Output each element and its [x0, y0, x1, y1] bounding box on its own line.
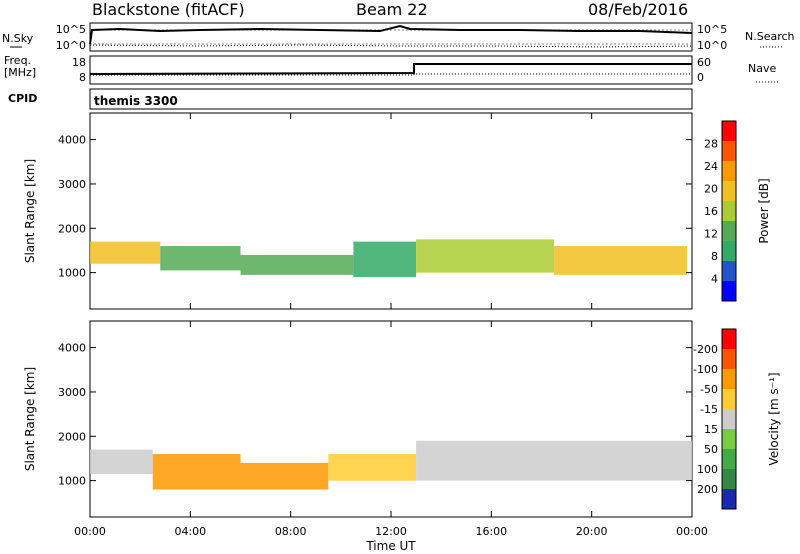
- y-tick-label: 1000: [58, 267, 86, 280]
- colorbar-segment: [722, 121, 736, 141]
- y-tick-label: 4000: [58, 134, 86, 147]
- y-tick-label: 2000: [58, 430, 86, 443]
- power-colorbar-label: Power [dB]: [757, 178, 771, 243]
- colorbar-tick-label: 200: [697, 483, 718, 496]
- colorbar-tick-label: -50: [700, 383, 718, 396]
- data-band: [240, 462, 329, 490]
- date-title: 08/Feb/2016: [588, 0, 688, 19]
- freq-label-2: [MHz]: [4, 66, 36, 79]
- data-band: [240, 254, 354, 275]
- freq-left-tick-top: 18: [72, 56, 86, 69]
- colorbar-segment: [722, 489, 736, 509]
- cpid-strip: CPID themis 3300: [8, 88, 693, 110]
- power-bands: [90, 239, 687, 278]
- colorbar-tick-label: 100: [697, 463, 718, 476]
- colorbar-segment: [722, 201, 736, 221]
- nave-label: Nave: [748, 62, 776, 75]
- colorbar-tick-label: -15: [700, 403, 718, 416]
- data-band: [152, 454, 241, 490]
- noise-left-tick-top: 10^5: [56, 23, 86, 36]
- data-band: [90, 449, 153, 474]
- nsky-line: [89, 24, 693, 45]
- data-band: [160, 246, 241, 271]
- colorbar-tick-label: 4: [711, 273, 718, 286]
- colorbar-segment: [722, 369, 736, 389]
- colorbar-tick-label: -200: [693, 343, 718, 356]
- power-ylabel: Slant Range [km]: [23, 159, 37, 263]
- noise-right-tick-top: 10^5: [697, 23, 727, 36]
- velocity-colorbar: 200 100 50 15 -15 -50 -100 -200 Velocity [m s⁻¹…: [693, 328, 781, 510]
- velocity-colorbar-label: Velocity [m s⁻¹]: [767, 372, 781, 465]
- freq-line: [89, 63, 692, 75]
- freq-strip: Freq. [MHz] Nave 18 8 60 0: [4, 54, 780, 85]
- nave-right-tick-top: 60: [697, 56, 711, 69]
- colorbar-tick-label: 16: [704, 205, 718, 218]
- nsearch-label: N.Search: [745, 30, 795, 43]
- data-band: [90, 241, 161, 264]
- x-tick-label: 16:00: [475, 525, 507, 538]
- x-tick-label: 04:00: [174, 525, 206, 538]
- x-tick-label: 20:00: [576, 525, 608, 538]
- colorbar-segment: [722, 469, 736, 489]
- colorbar-segment: [722, 329, 736, 349]
- velocity-panel: 1000 2000 3000 4000 00:00 04:00 08:00 12:00 16:…: [23, 320, 708, 553]
- colorbar-segment: [722, 221, 736, 241]
- colorbar-tick-label: 28: [704, 138, 718, 151]
- y-tick-label: 1000: [58, 475, 86, 488]
- x-tick-label: 08:00: [275, 525, 307, 538]
- data-band: [353, 241, 417, 278]
- nave-right-tick-bottom: 0: [697, 71, 704, 84]
- power-colorbar: 4 8 12 16 20 24 28 Power [dB]: [704, 120, 771, 302]
- data-band: [554, 246, 687, 275]
- noise-left-tick-bottom: 10^0: [56, 39, 86, 52]
- colorbar-tick-label: 20: [704, 183, 718, 196]
- nsky-label: N.Sky: [2, 32, 34, 45]
- noise-strip: N.Sky N.Search 10^5 10^0 10^5 10^0: [2, 22, 795, 52]
- colorbar-tick-label: 24: [704, 160, 718, 173]
- colorbar-segment: [722, 389, 736, 409]
- colorbar-tick-label: -100: [693, 363, 718, 376]
- data-band: [416, 239, 555, 273]
- colorbar-segment: [722, 181, 736, 201]
- x-tick-label: 00:00: [676, 525, 708, 538]
- colorbar-segment: [722, 409, 736, 429]
- freq-left-tick-bottom: 8: [79, 71, 86, 84]
- colorbar-segment: [722, 241, 736, 261]
- y-tick-label: 3000: [58, 386, 86, 399]
- y-tick-label: 2000: [58, 222, 86, 235]
- colorbar-segment: [722, 161, 736, 181]
- power-panel: 1000 2000 3000 4000 Slant Range [km]: [23, 112, 693, 310]
- cpid-label: CPID: [8, 92, 37, 105]
- data-band: [416, 440, 692, 481]
- colorbar-tick-label: 50: [704, 443, 718, 456]
- colorbar-segment: [722, 281, 736, 301]
- colorbar-segment: [722, 349, 736, 369]
- colorbar-segment: [722, 449, 736, 469]
- nave-line: [90, 73, 692, 76]
- colorbar-segment: [722, 429, 736, 449]
- velocity-bands: [90, 440, 692, 490]
- cpid-value: themis 3300: [94, 94, 178, 108]
- noise-right-tick-bottom: 10^0: [697, 39, 727, 52]
- data-band: [328, 454, 417, 481]
- x-tick-label: 00:00: [74, 525, 106, 538]
- station-title: Blackstone (fitACF): [92, 0, 245, 19]
- velocity-ylabel: Slant Range [km]: [23, 367, 37, 471]
- beam-title: Beam 22: [356, 0, 428, 19]
- freq-label-1: Freq.: [4, 54, 31, 67]
- colorbar-segment: [722, 141, 736, 161]
- colorbar-tick-label: 12: [704, 228, 718, 241]
- y-tick-label: 3000: [58, 178, 86, 191]
- colorbar-tick-label: 8: [711, 250, 718, 263]
- colorbar-segment: [722, 261, 736, 281]
- y-tick-label: 4000: [58, 342, 86, 355]
- nsearch-line: [89, 44, 693, 48]
- x-tick-label: 12:00: [375, 525, 407, 538]
- colorbar-tick-label: 15: [704, 423, 718, 436]
- velocity-xlabel: Time UT: [365, 539, 416, 553]
